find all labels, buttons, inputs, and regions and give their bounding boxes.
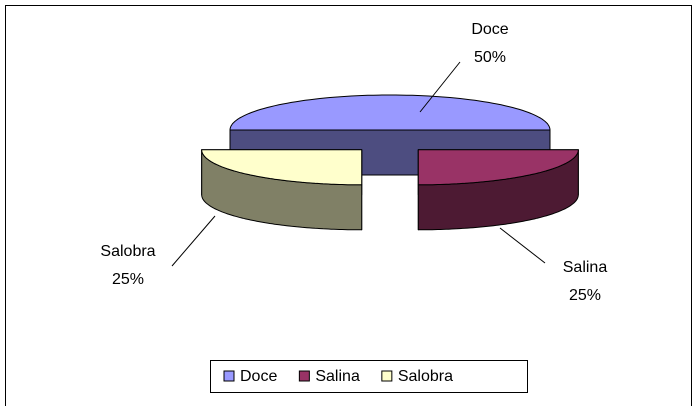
legend-label: Salina [315,368,360,385]
slice [417,149,579,186]
legend-swatch [223,370,235,382]
legend-label: Salobra [398,368,453,385]
data-label-name: Salobra [100,243,155,260]
legend-swatch [298,370,310,382]
slice [201,149,363,186]
legend [210,360,528,393]
legend-swatch [381,370,393,382]
leader-line [419,61,461,113]
leader-line [171,215,216,267]
data-label-name: Salina [563,259,608,276]
leader-line [499,227,546,264]
data-label-name: Doce [471,21,508,38]
data-label-value: 50% [474,49,506,66]
legend-label: Doce [240,368,277,385]
data-label-value: 25% [112,271,144,288]
slice [229,94,551,131]
data-label-value: 25% [569,287,601,304]
